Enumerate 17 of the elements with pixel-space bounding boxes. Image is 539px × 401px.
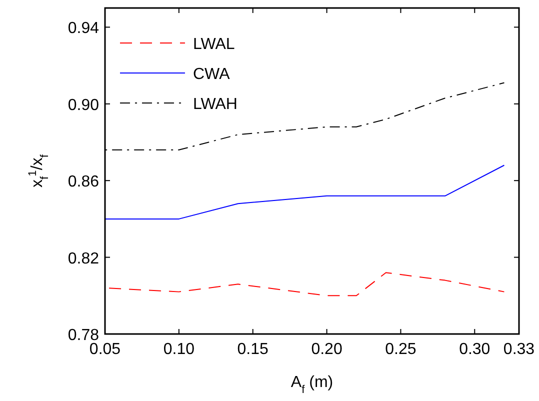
y-tick-label: 0.94 bbox=[68, 20, 100, 38]
x-tick-label: 0.30 bbox=[459, 341, 490, 358]
y-tick-label: 0.82 bbox=[68, 250, 100, 268]
x-tick-label: 0.20 bbox=[311, 341, 342, 358]
y-tick-label: 0.90 bbox=[68, 96, 100, 114]
x-tick-label: 0.15 bbox=[237, 341, 269, 358]
x-tick-label: 0.05 bbox=[89, 341, 121, 358]
legend-label: CWA bbox=[193, 66, 230, 83]
legend-label: LWAL bbox=[193, 36, 235, 53]
x-tick-label: 0.33 bbox=[503, 341, 535, 358]
x-tick-label: 0.25 bbox=[385, 341, 416, 358]
x-tick-label: 0.10 bbox=[163, 341, 195, 358]
y-tick-label: 0.78 bbox=[68, 327, 100, 344]
line-series bbox=[105, 164, 505, 220]
y-tick-label: 0.86 bbox=[68, 174, 100, 191]
x-axis-title: A$_{f}$ (m) bbox=[290, 374, 334, 396]
legend-label: LWAH bbox=[193, 96, 238, 113]
